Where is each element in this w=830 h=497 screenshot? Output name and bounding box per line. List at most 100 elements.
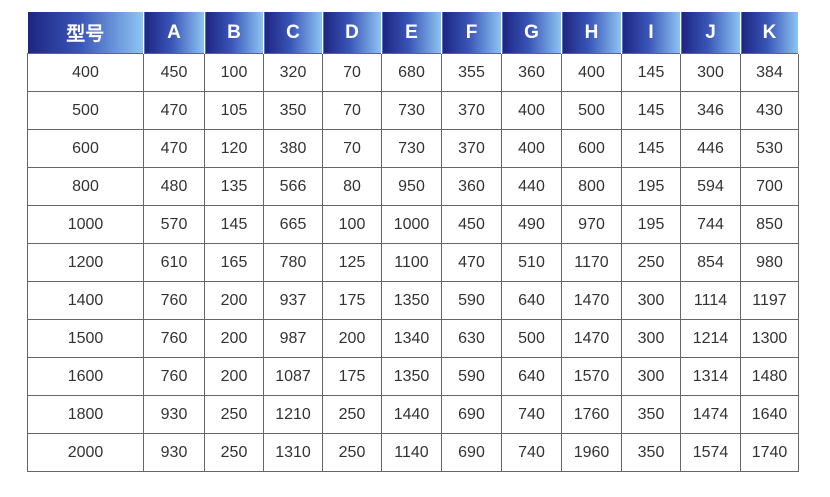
value-cell: 680 [381, 53, 442, 92]
value-cell: 400 [501, 91, 562, 130]
value-cell: 480 [143, 167, 205, 206]
value-cell: 1760 [561, 395, 622, 434]
value-cell: 1570 [561, 357, 622, 396]
value-cell: 1000 [381, 205, 442, 244]
value-cell: 1170 [561, 243, 622, 282]
value-cell: 195 [621, 167, 681, 206]
value-cell: 120 [204, 129, 264, 168]
value-cell: 100 [204, 53, 264, 92]
value-cell: 1350 [381, 357, 442, 396]
value-cell: 937 [263, 281, 323, 320]
table-row: 2000 930 250 1310 250 1140 690 740 1960 350 1574 17… [27, 433, 799, 472]
model-cell: 1000 [27, 205, 144, 244]
value-cell: 200 [322, 319, 382, 358]
value-cell: 510 [501, 243, 562, 282]
value-cell: 1480 [740, 357, 799, 396]
model-cell: 500 [27, 91, 144, 130]
header-model: 型号 [27, 12, 144, 54]
dimensions-table: 型号 A B C D E F G H I J K 400 450 100 320 70 680 355 360 400… [27, 12, 799, 472]
table-row: 1400 760 200 937 175 1350 590 640 1470 300 1114 119… [27, 281, 799, 320]
table-row: 500 470 105 350 70 730 370 400 500 145 346 430 [27, 91, 799, 130]
value-cell: 70 [322, 129, 382, 168]
value-cell: 300 [621, 281, 681, 320]
value-cell: 1960 [561, 433, 622, 472]
value-cell: 1100 [381, 243, 442, 282]
value-cell: 470 [441, 243, 502, 282]
value-cell: 370 [441, 129, 502, 168]
value-cell: 500 [561, 91, 622, 130]
value-cell: 690 [441, 395, 502, 434]
value-cell: 450 [441, 205, 502, 244]
value-cell: 200 [204, 357, 264, 396]
value-cell: 740 [501, 395, 562, 434]
value-cell: 320 [263, 53, 323, 92]
value-cell: 566 [263, 167, 323, 206]
value-cell: 446 [680, 129, 741, 168]
value-cell: 165 [204, 243, 264, 282]
value-cell: 760 [143, 281, 205, 320]
value-cell: 590 [441, 357, 502, 396]
value-cell: 350 [621, 433, 681, 472]
value-cell: 690 [441, 433, 502, 472]
value-cell: 195 [621, 205, 681, 244]
value-cell: 380 [263, 129, 323, 168]
value-cell: 490 [501, 205, 562, 244]
value-cell: 250 [204, 433, 264, 472]
value-cell: 370 [441, 91, 502, 130]
value-cell: 854 [680, 243, 741, 282]
value-cell: 980 [740, 243, 799, 282]
header-g: G [501, 12, 562, 54]
header-e: E [381, 12, 442, 54]
value-cell: 665 [263, 205, 323, 244]
value-cell: 250 [322, 433, 382, 472]
value-cell: 175 [322, 281, 382, 320]
value-cell: 300 [621, 357, 681, 396]
model-cell: 400 [27, 53, 144, 92]
value-cell: 200 [204, 319, 264, 358]
table-row: 1000 570 145 665 100 1000 450 490 970 195 744 850 [27, 205, 799, 244]
value-cell: 360 [501, 53, 562, 92]
value-cell: 1740 [740, 433, 799, 472]
value-cell: 355 [441, 53, 502, 92]
value-cell: 175 [322, 357, 382, 396]
value-cell: 350 [263, 91, 323, 130]
value-cell: 930 [143, 433, 205, 472]
value-cell: 930 [143, 395, 205, 434]
value-cell: 384 [740, 53, 799, 92]
value-cell: 1214 [680, 319, 741, 358]
value-cell: 600 [561, 129, 622, 168]
model-cell: 1200 [27, 243, 144, 282]
value-cell: 1300 [740, 319, 799, 358]
value-cell: 1474 [680, 395, 741, 434]
value-cell: 440 [501, 167, 562, 206]
value-cell: 145 [621, 53, 681, 92]
header-b: B [204, 12, 264, 54]
header-h: H [561, 12, 622, 54]
value-cell: 80 [322, 167, 382, 206]
value-cell: 800 [561, 167, 622, 206]
header-j: J [680, 12, 741, 54]
value-cell: 400 [501, 129, 562, 168]
table-row: 1500 760 200 987 200 1340 630 500 1470 300 1214 130… [27, 319, 799, 358]
table-row: 1200 610 165 780 125 1100 470 510 1170 250 854 980 [27, 243, 799, 282]
model-cell: 1500 [27, 319, 144, 358]
value-cell: 1210 [263, 395, 323, 434]
model-cell: 1600 [27, 357, 144, 396]
value-cell: 1197 [740, 281, 799, 320]
value-cell: 1310 [263, 433, 323, 472]
value-cell: 430 [740, 91, 799, 130]
value-cell: 1440 [381, 395, 442, 434]
value-cell: 594 [680, 167, 741, 206]
value-cell: 500 [501, 319, 562, 358]
value-cell: 400 [561, 53, 622, 92]
value-cell: 346 [680, 91, 741, 130]
value-cell: 1470 [561, 319, 622, 358]
value-cell: 640 [501, 281, 562, 320]
value-cell: 1350 [381, 281, 442, 320]
value-cell: 145 [621, 129, 681, 168]
table-row: 400 450 100 320 70 680 355 360 400 145 300 384 [27, 53, 799, 92]
table-row: 1800 930 250 1210 250 1440 690 740 1760 350 1474 16… [27, 395, 799, 434]
model-cell: 2000 [27, 433, 144, 472]
model-cell: 1800 [27, 395, 144, 434]
value-cell: 250 [322, 395, 382, 434]
